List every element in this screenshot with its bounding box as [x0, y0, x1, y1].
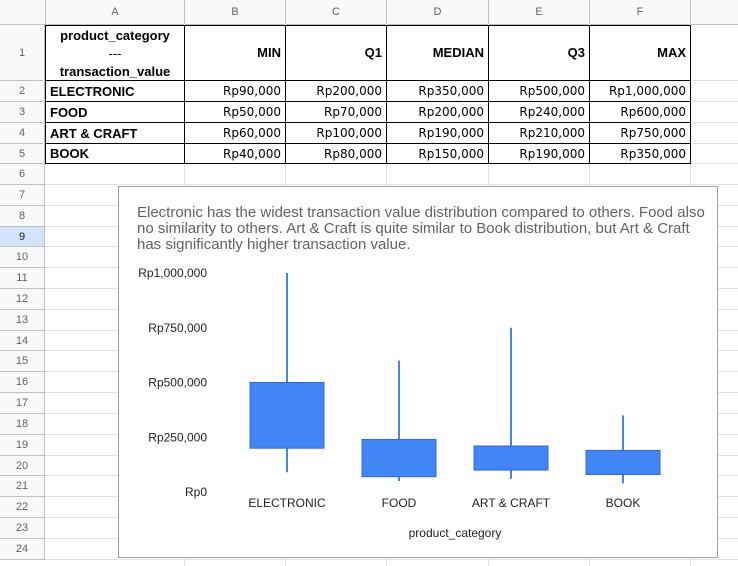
table-border-v [45, 25, 46, 164]
row-header-11[interactable]: 11 [0, 268, 45, 289]
row-header-23[interactable]: 23 [0, 518, 45, 539]
x-tick-label: BOOK [606, 496, 641, 510]
header-category-line1: product_category [60, 28, 170, 43]
q1-value-cell[interactable]: Rp100,000 [316, 126, 382, 140]
table-border-v [386, 25, 387, 164]
table-border-v [285, 25, 286, 164]
row-header-19[interactable]: 19 [0, 435, 45, 456]
header-median-cell[interactable]: MEDIAN [432, 45, 484, 60]
column-header-c[interactable]: C [286, 0, 387, 24]
row-header-17[interactable]: 17 [0, 393, 45, 414]
q3-value-cell[interactable]: Rp190,000 [519, 147, 585, 161]
q1-value-cell[interactable]: Rp70,000 [324, 105, 382, 119]
q3-value-cell[interactable]: Rp240,000 [519, 105, 585, 119]
row-header-13[interactable]: 13 [0, 310, 45, 331]
table-border-v [488, 25, 489, 164]
row-header-22[interactable]: 22 [0, 497, 45, 518]
row-header-10[interactable]: 10 [0, 247, 45, 268]
candle-box [361, 438, 437, 478]
x-axis-label: product_category [409, 526, 502, 540]
median-value-cell[interactable]: Rp350,000 [418, 84, 484, 98]
max-value-cell[interactable]: Rp1,000,000 [608, 84, 686, 98]
chart-container[interactable]: Electronic has the widest transaction va… [118, 186, 718, 558]
row-header-2[interactable]: 2 [0, 81, 45, 102]
table-border-h [45, 101, 691, 102]
header-q1-cell[interactable]: Q1 [364, 45, 382, 60]
y-tick-label: Rp750,000 [148, 321, 207, 335]
category-cell[interactable]: BOOK [50, 146, 89, 161]
row-header-20[interactable]: 20 [0, 456, 45, 476]
header-category-cell[interactable]: product_category --- transaction_value [46, 25, 184, 80]
table-border-v [690, 25, 691, 164]
row-header-12[interactable]: 12 [0, 289, 45, 310]
table-border-h [45, 143, 691, 144]
q1-value-cell[interactable]: Rp80,000 [324, 147, 382, 161]
header-category-line3: transaction_value [59, 64, 171, 79]
column-header-a[interactable]: A [46, 0, 185, 24]
min-value-cell[interactable]: Rp50,000 [223, 105, 281, 119]
median-value-cell[interactable]: Rp200,000 [418, 105, 484, 119]
header-max-cell[interactable]: MAX [657, 45, 686, 60]
q3-value-cell[interactable]: Rp210,000 [519, 126, 585, 140]
row-header-1[interactable]: 1 [0, 25, 45, 81]
row-gridline [45, 184, 738, 185]
min-value-cell[interactable]: Rp60,000 [223, 126, 281, 140]
x-tick-label: FOOD [382, 496, 417, 510]
y-tick-label: Rp1,000,000 [138, 266, 207, 280]
table-border-v [589, 25, 590, 164]
y-tick-label: Rp250,000 [148, 430, 207, 444]
header-q3-cell[interactable]: Q3 [567, 45, 585, 60]
candle-box [473, 445, 549, 471]
row-header-4[interactable]: 4 [0, 123, 45, 144]
min-value-cell[interactable]: Rp90,000 [223, 84, 281, 98]
row-header-21[interactable]: 21 [0, 476, 45, 497]
max-value-cell[interactable]: Rp750,000 [620, 126, 686, 140]
row-header-6[interactable]: 6 [0, 164, 45, 185]
q1-value-cell[interactable]: Rp200,000 [316, 84, 382, 98]
row-gridline [45, 559, 738, 560]
row-header-7[interactable]: 7 [0, 185, 45, 206]
category-cell[interactable]: ELECTRONIC [50, 84, 135, 99]
median-value-cell[interactable]: Rp190,000 [418, 126, 484, 140]
row-header-5[interactable]: 5 [0, 144, 45, 164]
table-border-h [45, 163, 691, 164]
row-header-15[interactable]: 15 [0, 351, 45, 372]
row-header-9[interactable]: 9 [0, 227, 45, 247]
row-header-14[interactable]: 14 [0, 331, 45, 351]
column-header-bar [0, 0, 738, 25]
row-header-3[interactable]: 3 [0, 102, 45, 123]
max-value-cell[interactable]: Rp350,000 [620, 147, 686, 161]
table-border-h [45, 122, 691, 123]
category-cell[interactable]: FOOD [50, 105, 88, 120]
table-border-h [45, 25, 691, 26]
header-min-cell[interactable]: MIN [257, 45, 281, 60]
x-tick-label: ART & CRAFT [472, 496, 551, 510]
column-header-b[interactable]: B [185, 0, 286, 24]
chart-subtitle: Electronic has the widest transaction va… [137, 204, 705, 253]
header-category-line2: --- [108, 46, 122, 61]
row-header-8[interactable]: 8 [0, 206, 45, 227]
candlestick-chart: Rp0 Rp250,000 Rp500,000 Rp750,000 Rp1,000,00… [138, 266, 661, 540]
max-value-cell[interactable]: Rp600,000 [620, 105, 686, 119]
candle-box [585, 449, 661, 475]
row-header-16[interactable]: 16 [0, 372, 45, 393]
min-value-cell[interactable]: Rp40,000 [223, 147, 281, 161]
column-header-e[interactable]: E [489, 0, 590, 24]
row-header-18[interactable]: 18 [0, 414, 45, 435]
table-border-h [45, 80, 691, 81]
median-value-cell[interactable]: Rp150,000 [418, 147, 484, 161]
column-header-d[interactable]: D [387, 0, 489, 24]
row-header-24[interactable]: 24 [0, 539, 45, 560]
category-cell[interactable]: ART & CRAFT [50, 126, 138, 141]
table-border-v [184, 25, 185, 164]
column-header-f[interactable]: F [590, 0, 691, 24]
y-tick-label: Rp500,000 [148, 376, 207, 390]
y-tick-label: Rp0 [185, 485, 207, 499]
x-tick-label: ELECTRONIC [248, 496, 326, 510]
candle-box [249, 382, 325, 449]
select-all-corner[interactable] [0, 0, 46, 24]
q3-value-cell[interactable]: Rp500,000 [519, 84, 585, 98]
